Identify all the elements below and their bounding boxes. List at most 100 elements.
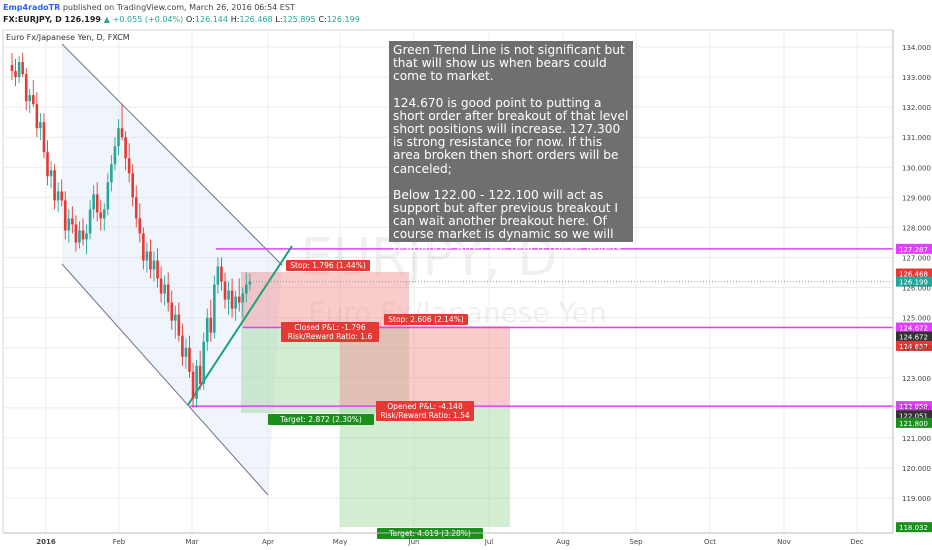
trade2-pnl-label: Risk/Reward Ratio: 1.54	[380, 411, 469, 420]
note-paragraph-3: Below 122.00 - 122.100 will act as suppo…	[393, 187, 626, 255]
candle-body	[159, 278, 163, 294]
y-tick-label: 127.000	[902, 254, 931, 262]
close-value: 126.199	[326, 15, 360, 24]
candle-body	[88, 209, 92, 234]
y-tick-label: 122.000	[902, 405, 931, 413]
candle-body	[191, 371, 195, 399]
x-tick-label: Jun	[408, 538, 420, 546]
y-tick-label: 129.000	[902, 194, 931, 202]
trade1-pnl-label-bg	[281, 322, 379, 342]
price-axis-label: 118.032	[899, 524, 928, 532]
candle-body	[21, 62, 24, 75]
y-tick-label: 120.000	[902, 465, 931, 473]
price-axis-label: 122.058	[899, 403, 928, 411]
x-tick-label: May	[333, 538, 347, 546]
candle-body	[177, 314, 181, 336]
candle-body	[202, 341, 205, 384]
trade1-stop-label: Stop: 1.796 (1.44%)	[290, 261, 366, 270]
symbol-name[interactable]: FX:EURJPY, D	[3, 15, 62, 24]
candle-body	[39, 122, 42, 129]
candle-body	[248, 281, 252, 285]
y-tick-label: 123.000	[902, 375, 931, 383]
trade1-stop-zone	[241, 272, 409, 327]
x-tick-label: Oct	[704, 538, 716, 546]
candle-body	[28, 95, 32, 102]
candle-body	[227, 290, 230, 300]
price-axis-label-bg	[896, 522, 932, 533]
price-axis-label-bg	[896, 243, 932, 254]
open-value: 126.144	[194, 15, 228, 24]
trade2-target-zone	[340, 406, 510, 527]
candle-body	[14, 71, 17, 78]
y-tick-label: 126.000	[902, 285, 931, 293]
candle-body	[95, 194, 99, 213]
author-link[interactable]: Emp4radoTR	[3, 3, 61, 12]
up-arrow-icon: ▲	[103, 15, 110, 24]
candle-body	[124, 137, 127, 159]
trade2-pnl-label-bg	[376, 401, 474, 421]
candle-body	[42, 122, 46, 153]
candle-body	[10, 65, 14, 72]
candle-body	[163, 284, 166, 294]
y-tick-label: 132.000	[902, 104, 931, 112]
candle-body	[110, 164, 113, 183]
price-axis-label: 126.468	[899, 270, 928, 278]
x-tick-label: Nov	[777, 538, 791, 546]
candle-body	[170, 302, 174, 321]
candle-body	[120, 128, 124, 138]
chart-header: Emp4radoTR published on TradingView.com,…	[0, 0, 932, 28]
note-paragraph-1: Green Trend Line is not significant but …	[393, 43, 625, 84]
candle-body	[138, 218, 142, 234]
trade1-target-label-bg	[268, 414, 374, 425]
high-label: H:	[230, 15, 240, 24]
candle-body	[149, 251, 152, 270]
candles-layer	[10, 53, 252, 408]
candle-body	[127, 158, 131, 174]
candle-body	[216, 266, 220, 285]
candle-body	[81, 230, 85, 240]
trade2-stop-label-bg	[384, 314, 468, 325]
candle-body	[63, 200, 67, 231]
candle-body	[99, 212, 103, 219]
candle-body	[145, 251, 149, 261]
price-axis-label: 127.287	[899, 246, 928, 254]
price-change: +0.055 (+0.04%)	[112, 15, 184, 24]
candle-body	[166, 284, 170, 303]
price-axis-label: 124.672	[899, 333, 928, 341]
symbol-line: FX:EURJPY, D 126.199 ▲ +0.055 (+0.04%) O…	[3, 15, 360, 24]
candle-body	[17, 62, 21, 78]
x-tick-label: Sep	[629, 538, 643, 546]
candle-body	[60, 191, 63, 201]
candle-body	[134, 197, 138, 219]
price-axis-label-bg	[896, 340, 932, 351]
candle-body	[245, 284, 248, 294]
candle-body	[195, 365, 198, 399]
x-tick-label: Feb	[113, 538, 126, 546]
price-axis-label-bg	[896, 401, 932, 412]
candle-body	[117, 128, 120, 147]
series-title: Euro Fx/Japanese Yen, D, FXCM	[6, 33, 130, 42]
x-tick-label: 2016	[36, 538, 56, 546]
candle-body	[92, 194, 95, 210]
axes-layer: 134.000 133.000 132.000 131.000 130.000 129.0…	[3, 30, 931, 546]
price-axis-label-bg	[896, 410, 932, 421]
candle-body	[78, 230, 81, 243]
channel-upper-line	[61, 43, 283, 266]
trade2-stop-label: Stop: 2.606 (2.14%)	[388, 315, 464, 324]
green-trend-line	[187, 245, 293, 406]
candle-body	[230, 290, 234, 309]
candle-body	[237, 296, 241, 303]
price-axis-label: 124.657	[899, 343, 928, 351]
candle-body	[56, 191, 60, 201]
candle-body	[213, 284, 216, 333]
x-tick-label: Apr	[262, 538, 274, 546]
candle-body	[142, 233, 145, 261]
candle-body	[223, 281, 227, 300]
analysis-note[interactable]: Green Trend Line is not significant but …	[389, 41, 633, 254]
candle-body	[234, 296, 237, 309]
x-tick-label: Jul	[484, 538, 494, 546]
channel-lower-line	[61, 263, 269, 496]
price-axis-label: 121.800	[899, 420, 928, 428]
price-axis-label-bg	[896, 417, 932, 428]
trade1-target-label: Target: 2.872 (2.30%)	[279, 415, 362, 424]
